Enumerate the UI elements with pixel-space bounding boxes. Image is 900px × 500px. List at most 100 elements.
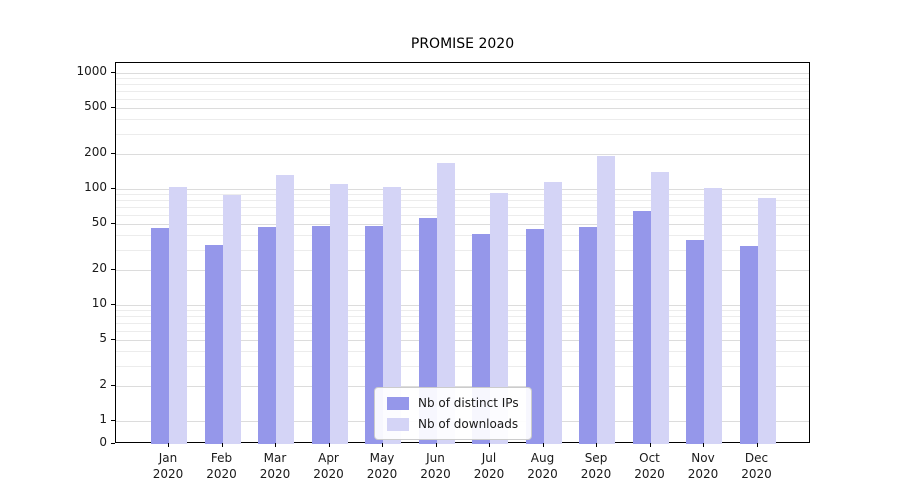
x-tick-label: Mar 2020 xyxy=(259,451,291,482)
legend-label-downloads: Nb of downloads xyxy=(418,417,519,431)
y-tick-label: 100 xyxy=(84,180,107,194)
gridline xyxy=(116,107,809,109)
x-tick-label: Jun 2020 xyxy=(420,451,451,482)
gridline xyxy=(116,200,809,202)
gridline xyxy=(116,235,809,237)
y-tick-label: 200 xyxy=(84,145,107,160)
bar-distinct-ips-sep xyxy=(579,227,597,444)
gridline xyxy=(116,206,809,208)
gridline xyxy=(116,154,809,156)
gridline xyxy=(116,270,809,272)
legend-item-distinct-ips: Nb of distinct IPs xyxy=(387,396,519,410)
bar-distinct-ips-jan xyxy=(151,228,169,444)
x-tick-mark xyxy=(382,443,383,447)
gridline xyxy=(116,351,809,353)
x-tick-mark xyxy=(756,443,758,447)
x-tick-mark xyxy=(596,443,597,447)
y-tick-label: 1 xyxy=(99,412,107,426)
y-tick-mark xyxy=(111,338,115,340)
bar-downloads-apr xyxy=(329,184,348,444)
x-tick-label: Sep 2020 xyxy=(580,451,612,482)
y-tick-label: 50 xyxy=(91,214,107,229)
y-tick-mark xyxy=(111,304,115,305)
bar-distinct-ips-dec xyxy=(739,246,758,444)
legend-swatch-downloads-icon xyxy=(387,417,409,431)
y-tick-label: 10 xyxy=(91,296,107,310)
x-tick-label: Feb 2020 xyxy=(206,451,237,482)
gridline xyxy=(116,73,809,74)
gridline xyxy=(116,119,809,121)
gridline xyxy=(116,84,809,86)
y-tick-mark xyxy=(111,420,115,421)
gridline xyxy=(116,78,809,80)
bar-downloads-dec xyxy=(757,198,776,444)
bar-downloads-may xyxy=(383,187,401,444)
x-tick-label: Nov 2020 xyxy=(687,451,719,482)
x-tick-mark xyxy=(489,443,490,447)
gridline xyxy=(116,194,809,196)
bar-downloads-nov xyxy=(704,188,722,444)
x-tick-label: Jan 2020 xyxy=(152,451,184,482)
x-tick-mark xyxy=(168,443,169,447)
bar-distinct-ips-oct xyxy=(632,210,651,444)
legend-item-downloads: Nb of downloads xyxy=(387,417,519,431)
y-tick-mark xyxy=(111,443,115,444)
gridline xyxy=(116,90,809,92)
y-tick-mark xyxy=(111,269,115,271)
y-tick-mark xyxy=(111,188,115,189)
x-tick-label: Apr 2020 xyxy=(313,451,344,482)
y-tick-mark xyxy=(111,153,115,155)
bar-downloads-feb xyxy=(222,195,241,444)
gridline xyxy=(116,249,809,251)
bar-downloads-jul xyxy=(490,192,508,444)
gridline xyxy=(116,339,809,341)
gridline xyxy=(116,365,809,367)
y-tick-mark xyxy=(111,72,115,73)
y-tick-label: 1000 xyxy=(76,64,107,78)
gridline xyxy=(116,310,809,312)
x-tick-mark xyxy=(328,443,330,447)
gridline xyxy=(116,316,809,318)
bar-distinct-ips-mar xyxy=(258,227,276,444)
x-tick-mark xyxy=(435,443,437,447)
bar-distinct-ips-feb xyxy=(204,244,223,444)
y-tick-mark xyxy=(111,106,115,108)
bar-downloads-aug xyxy=(543,181,562,444)
chart-title: PROMISE 2020 xyxy=(410,36,515,52)
legend-label-distinct-ips: Nb of distinct IPs xyxy=(418,396,519,410)
y-tick-label: 500 xyxy=(84,98,107,113)
legend-swatch-distinct-ips-icon xyxy=(387,396,409,410)
gridline xyxy=(116,214,809,216)
gridline xyxy=(116,305,809,306)
bar-downloads-mar xyxy=(276,175,294,444)
x-tick-label: Dec 2020 xyxy=(741,451,772,482)
gridline xyxy=(116,330,809,332)
legend: Nb of distinct IPs Nb of downloads xyxy=(374,387,532,440)
bar-downloads-sep xyxy=(597,156,615,444)
gridline xyxy=(116,322,809,324)
gridline xyxy=(116,223,809,225)
x-tick-mark xyxy=(221,443,223,447)
bar-downloads-jan xyxy=(169,187,187,444)
gridline xyxy=(116,133,809,135)
y-tick-label: 20 xyxy=(91,261,107,276)
y-tick-label: 5 xyxy=(99,330,107,345)
x-tick-label: Oct 2020 xyxy=(634,451,665,482)
x-tick-mark xyxy=(275,443,276,447)
gridline xyxy=(116,189,809,190)
x-tick-label: Aug 2020 xyxy=(527,451,558,482)
plot-area: Nb of distinct IPs Nb of downloads xyxy=(115,62,810,444)
gridline xyxy=(116,98,809,100)
x-tick-label: May 2020 xyxy=(366,451,398,482)
y-tick-mark xyxy=(111,222,115,224)
bar-downloads-jun xyxy=(436,163,455,444)
gridline xyxy=(116,386,809,388)
y-tick-label: 0 xyxy=(99,435,107,449)
x-tick-mark xyxy=(542,443,544,447)
x-tick-label: Jul 2020 xyxy=(473,451,505,482)
x-tick-mark xyxy=(649,443,651,447)
bar-distinct-ips-nov xyxy=(686,240,704,444)
bar-downloads-oct xyxy=(650,171,669,444)
y-tick-label: 2 xyxy=(99,377,107,392)
